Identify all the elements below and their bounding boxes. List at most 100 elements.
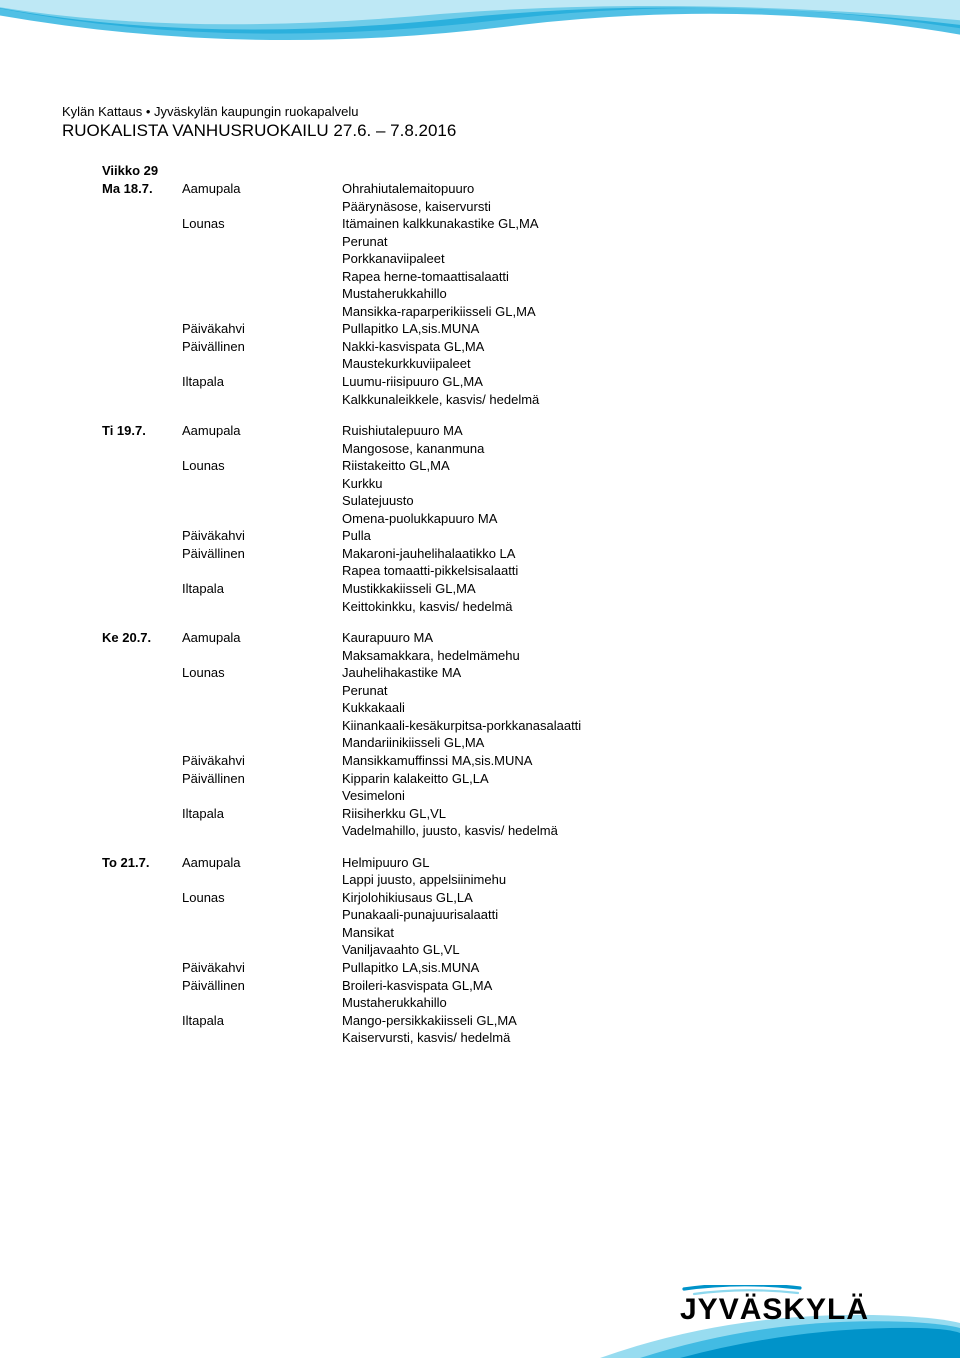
menu-row: IltapalaMustikkakiisseli GL,MA	[102, 580, 902, 598]
menu-row: PäivällinenMakaroni-jauhelihalaatikko LA	[102, 545, 902, 563]
menu-row: PäiväkahviMansikkamuffinssi MA,sis.MUNA	[102, 752, 902, 770]
menu-row: Ke 20.7.AamupalaKaurapuuro MA	[102, 629, 902, 647]
food-item: Pulla	[342, 527, 371, 545]
food-item: Maustekurkkuviipaleet	[342, 355, 471, 373]
food-item: Kaurapuuro MA	[342, 629, 433, 647]
meal-label: Päivällinen	[182, 977, 342, 995]
meal-label: Päiväkahvi	[182, 959, 342, 977]
meal-label: Lounas	[182, 457, 342, 475]
menu-row: PäivällinenNakki-kasvispata GL,MA	[102, 338, 902, 356]
menu-row: Maustekurkkuviipaleet	[102, 355, 902, 373]
food-item: Nakki-kasvispata GL,MA	[342, 338, 484, 356]
food-item: Vadelmahillo, juusto, kasvis/ hedelmä	[342, 822, 558, 840]
day-block: Ti 19.7.AamupalaRuishiutalepuuro MAMango…	[102, 422, 902, 615]
food-item: Jauhelihakastike MA	[342, 664, 461, 682]
food-item: Mansikkamuffinssi MA,sis.MUNA	[342, 752, 532, 770]
menu-row: PäiväkahviPulla	[102, 527, 902, 545]
food-item: Vesimeloni	[342, 787, 405, 805]
food-item: Makaroni-jauhelihalaatikko LA	[342, 545, 515, 563]
day-block: Ke 20.7.AamupalaKaurapuuro MAMaksamakkar…	[102, 629, 902, 840]
food-item: Kipparin kalakeitto GL,LA	[342, 770, 489, 788]
menu-row: Maksamakkara, hedelmämehu	[102, 647, 902, 665]
menu-row: LounasItämainen kalkkunakastike GL,MA	[102, 215, 902, 233]
meal-label: Päivällinen	[182, 770, 342, 788]
menu-row: Omena-puolukkapuuro MA	[102, 510, 902, 528]
food-item: Omena-puolukkapuuro MA	[342, 510, 497, 528]
day-block: To 21.7.AamupalaHelmipuuro GLLappi juust…	[102, 854, 902, 1047]
logo-text: JYVÄSKYLÄ	[680, 1293, 869, 1326]
menu-row: Vaniljavaahto GL,VL	[102, 941, 902, 959]
food-item: Rapea tomaatti-pikkelsisalaatti	[342, 562, 518, 580]
menu-row: LounasKirjolohikiusaus GL,LA	[102, 889, 902, 907]
menu-row: Sulatejuusto	[102, 492, 902, 510]
food-item: Kukkakaali	[342, 699, 405, 717]
food-item: Kirjolohikiusaus GL,LA	[342, 889, 473, 907]
food-item: Perunat	[342, 682, 388, 700]
meal-label: Lounas	[182, 889, 342, 907]
food-item: Pullapitko LA,sis.MUNA	[342, 320, 479, 338]
menu-row: Kalkkunaleikkele, kasvis/ hedelmä	[102, 391, 902, 409]
menu-row: Perunat	[102, 682, 902, 700]
menu-row: Keittokinkku, kasvis/ hedelmä	[102, 598, 902, 616]
menu-row: IltapalaLuumu-riisipuuro GL,MA	[102, 373, 902, 391]
menu-row: Mansikat	[102, 924, 902, 942]
menu-row: LounasJauhelihakastike MA	[102, 664, 902, 682]
meal-label: Iltapala	[182, 580, 342, 598]
food-item: Riistakeitto GL,MA	[342, 457, 450, 475]
food-item: Maksamakkara, hedelmämehu	[342, 647, 520, 665]
meal-label: Päivällinen	[182, 545, 342, 563]
menu-row: Rapea tomaatti-pikkelsisalaatti	[102, 562, 902, 580]
meal-label: Päiväkahvi	[182, 752, 342, 770]
meal-label: Päivällinen	[182, 338, 342, 356]
footer-logo: JYVÄSKYLÄ	[680, 1285, 890, 1338]
menu-row: Mustaherukkahillo	[102, 994, 902, 1012]
menu-row: Lappi juusto, appelsiinimehu	[102, 871, 902, 889]
meal-label: Päiväkahvi	[182, 527, 342, 545]
food-item: Mandariinikiisseli GL,MA	[342, 734, 484, 752]
meal-label: Päiväkahvi	[182, 320, 342, 338]
menu-row: PäivällinenKipparin kalakeitto GL,LA	[102, 770, 902, 788]
food-item: Keittokinkku, kasvis/ hedelmä	[342, 598, 513, 616]
menu-row: Perunat	[102, 233, 902, 251]
menu-row: PäivällinenBroileri-kasvispata GL,MA	[102, 977, 902, 995]
menu-row: Päärynäsose, kaiservursti	[102, 198, 902, 216]
menu-row: Mansikka-raparperikiisseli GL,MA	[102, 303, 902, 321]
menu-row: Porkkanaviipaleet	[102, 250, 902, 268]
food-item: Perunat	[342, 233, 388, 251]
day-label: Ti 19.7.	[102, 422, 182, 440]
food-item: Porkkanaviipaleet	[342, 250, 445, 268]
food-item: Mansikat	[342, 924, 394, 942]
menu-row: Kiinankaali-kesäkurpitsa-porkkanasalaatt…	[102, 717, 902, 735]
food-item: Sulatejuusto	[342, 492, 414, 510]
food-item: Kalkkunaleikkele, kasvis/ hedelmä	[342, 391, 539, 409]
food-item: Kurkku	[342, 475, 382, 493]
food-item: Mustaherukkahillo	[342, 994, 447, 1012]
menu-row: Vesimeloni	[102, 787, 902, 805]
food-item: Lappi juusto, appelsiinimehu	[342, 871, 506, 889]
food-item: Mangosose, kananmuna	[342, 440, 484, 458]
food-item: Helmipuuro GL	[342, 854, 429, 872]
document-title: RUOKALISTA VANHUSRUOKAILU 27.6. – 7.8.20…	[62, 121, 902, 141]
menu-row: Punakaali-punajuurisalaatti	[102, 906, 902, 924]
menu-row: PäiväkahviPullapitko LA,sis.MUNA	[102, 959, 902, 977]
menu-row: Rapea herne-tomaattisalaatti	[102, 268, 902, 286]
week-label: Viikko 29	[102, 163, 902, 178]
food-item: Mustikkakiisseli GL,MA	[342, 580, 476, 598]
days-container: Ma 18.7.AamupalaOhrahiutalemaitopuuroPää…	[62, 180, 902, 1047]
meal-label: Lounas	[182, 215, 342, 233]
food-item: Päärynäsose, kaiservursti	[342, 198, 491, 216]
meal-label: Iltapala	[182, 1012, 342, 1030]
day-label: To 21.7.	[102, 854, 182, 872]
day-block: Ma 18.7.AamupalaOhrahiutalemaitopuuroPää…	[102, 180, 902, 408]
food-item: Luumu-riisipuuro GL,MA	[342, 373, 483, 391]
day-label: Ke 20.7.	[102, 629, 182, 647]
food-item: Ruishiutalepuuro MA	[342, 422, 463, 440]
day-label: Ma 18.7.	[102, 180, 182, 198]
meal-label: Aamupala	[182, 629, 342, 647]
menu-row: Vadelmahillo, juusto, kasvis/ hedelmä	[102, 822, 902, 840]
menu-row: Ti 19.7.AamupalaRuishiutalepuuro MA	[102, 422, 902, 440]
menu-row: Ma 18.7.AamupalaOhrahiutalemaitopuuro	[102, 180, 902, 198]
meal-label: Aamupala	[182, 422, 342, 440]
page-content: Kylän Kattaus • Jyväskylän kaupungin ruo…	[62, 104, 902, 1061]
menu-row: PäiväkahviPullapitko LA,sis.MUNA	[102, 320, 902, 338]
